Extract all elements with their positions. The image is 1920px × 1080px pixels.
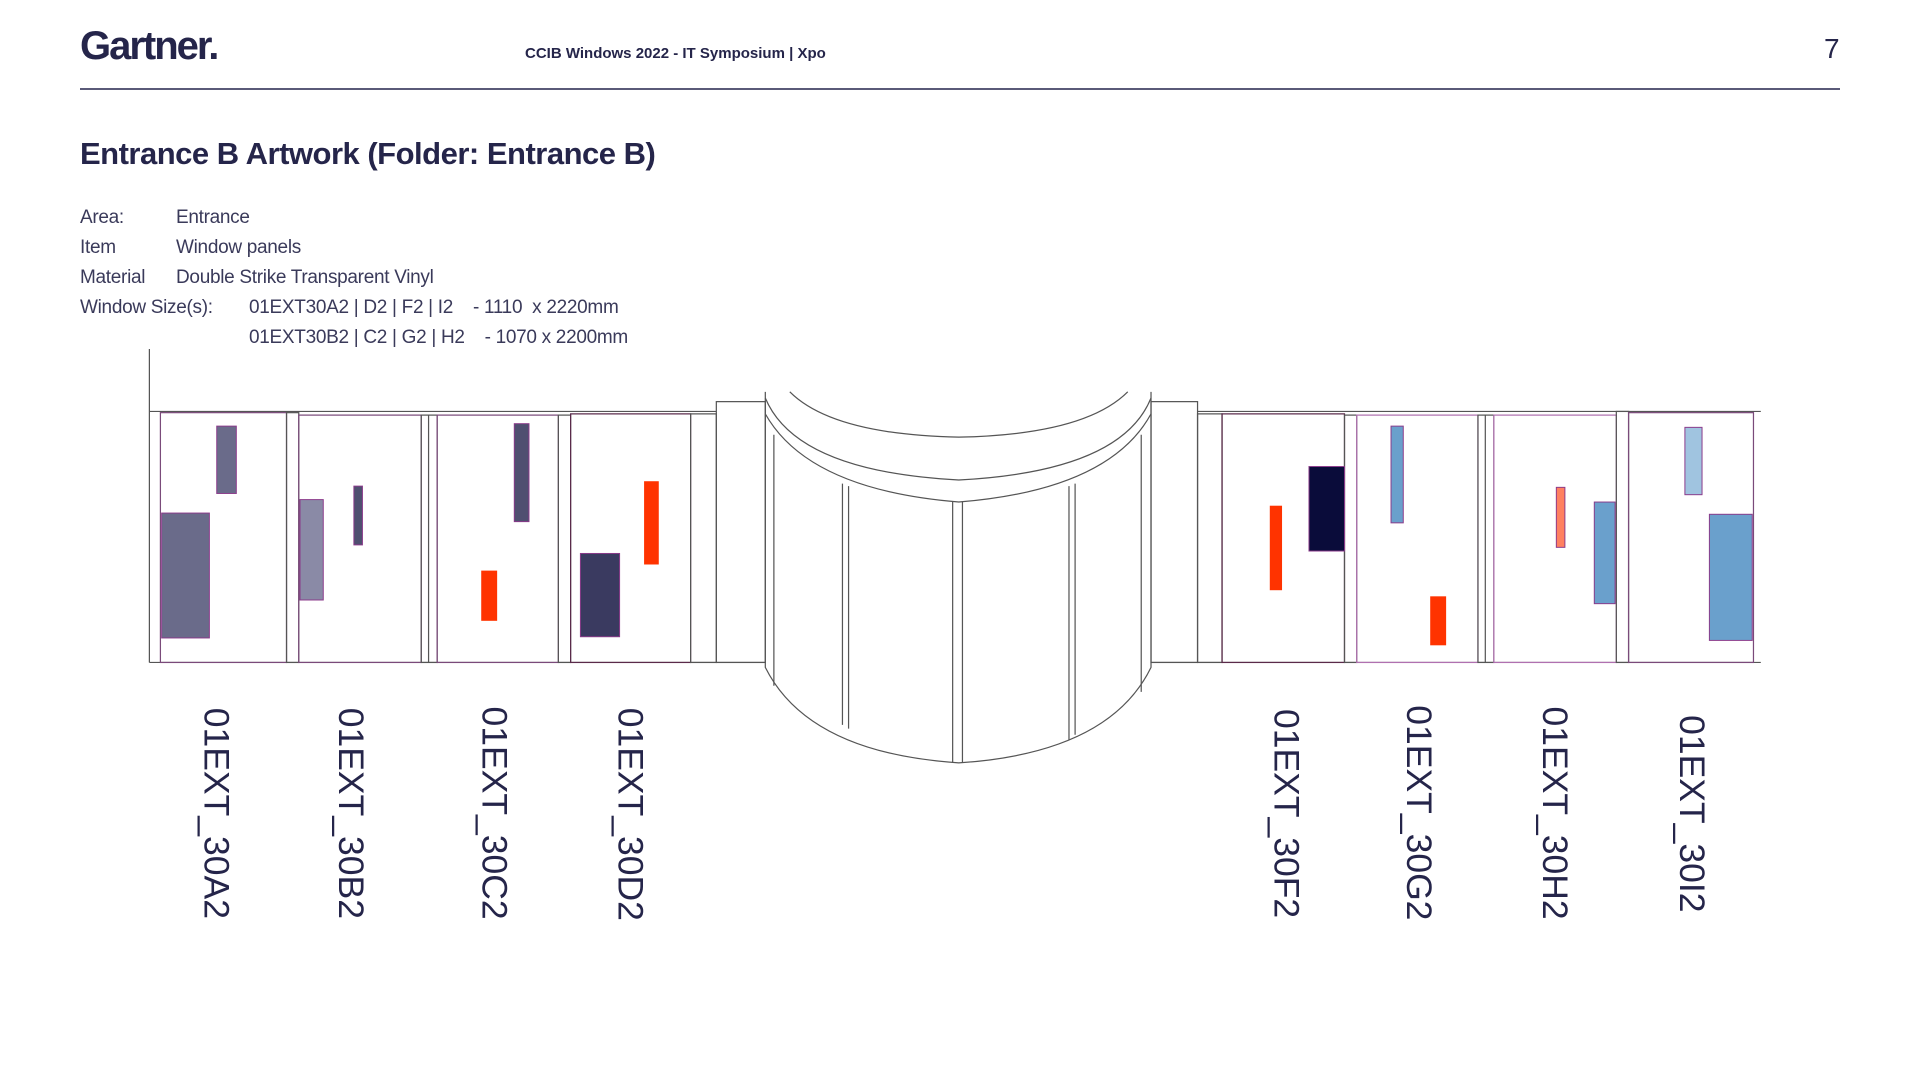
page-number: 7 — [1824, 33, 1840, 64]
artwork-graphics — [161, 423, 1753, 646]
panel-label-c2: 01EXT_30C2 — [474, 707, 514, 920]
artwork-d2-bar-2 — [644, 481, 659, 565]
panel-label-h2: 01EXT_30H2 — [1535, 707, 1575, 920]
artwork-b2-bar-2 — [353, 485, 363, 546]
panel-label-g2: 01EXT_30G2 — [1399, 705, 1439, 920]
artwork-g2-bar-1 — [1390, 425, 1404, 524]
artwork-h2-bar-2 — [1593, 501, 1616, 605]
artwork-a2-bar-2 — [161, 512, 210, 639]
info-value-window-size-2: 01EXT30B2 | C2 | G2 | H2 - 1070 x 2200mm — [249, 327, 628, 348]
artwork-a2-bar-1 — [216, 425, 237, 494]
info-value-area: Entrance — [176, 207, 250, 228]
artwork-c2-bar-2 — [481, 570, 498, 621]
header-divider — [80, 88, 1840, 90]
artwork-i2-bar-1 — [1684, 426, 1703, 496]
panel-label-a2: 01EXT_30A2 — [196, 708, 236, 919]
gartner-logo: Gartner. — [80, 24, 219, 68]
artwork-d2-bar-1 — [579, 552, 621, 638]
info-value-material: Double Strike Transparent Vinyl — [176, 267, 434, 288]
artwork-f2-bar-1 — [1269, 505, 1283, 591]
artwork-c2-bar-1 — [513, 423, 530, 523]
artwork-i2-bar-2 — [1708, 513, 1753, 641]
info-value-item: Window panels — [176, 237, 301, 258]
info-label-area: Area: — [80, 207, 124, 228]
panel-label-d2: 01EXT_30D2 — [610, 708, 650, 921]
header-subtitle: CCIB Windows 2022 - IT Symposium | Xpo — [525, 45, 826, 62]
artwork-g2-bar-2 — [1430, 596, 1447, 646]
info-label-material: Material — [80, 267, 146, 288]
artwork-f2-bar-2 — [1308, 466, 1345, 552]
info-label-window-size: Window Size(s): — [80, 297, 213, 318]
artwork-h2-bar-1 — [1555, 486, 1566, 548]
page-title: Entrance B Artwork (Folder: Entrance B) — [80, 136, 656, 171]
panel-label-i2: 01EXT_30I2 — [1672, 715, 1712, 912]
panel-label-b2: 01EXT_30B2 — [331, 708, 371, 919]
artwork-b2-bar-1 — [299, 499, 324, 601]
info-label-item: Item — [80, 237, 116, 258]
window-frames — [159, 401, 1755, 664]
panel-label-f2: 01EXT_30F2 — [1267, 709, 1307, 918]
info-value-window-size-1: 01EXT30A2 | D2 | F2 | I2 - 1110 x 2220mm — [249, 297, 619, 318]
revolving-door — [764, 391, 1152, 764]
